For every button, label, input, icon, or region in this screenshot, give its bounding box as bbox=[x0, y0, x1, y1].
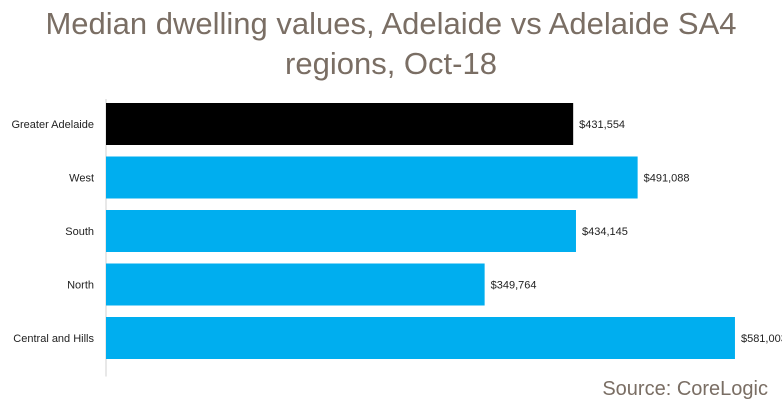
bar-south bbox=[106, 210, 576, 252]
category-label-greater-adelaide: Greater Adelaide bbox=[11, 119, 94, 131]
source-note: Source: CoreLogic bbox=[602, 378, 768, 400]
value-label-greater-adelaide: $431,554 bbox=[579, 119, 625, 131]
category-label-west: West bbox=[69, 173, 94, 185]
bar-group: Greater Adelaide $431,554 West $491,088 Sout… bbox=[11, 103, 782, 359]
value-label-west: $491,088 bbox=[644, 173, 690, 185]
category-label-south: South bbox=[65, 226, 94, 238]
chart-title: Median dwelling values, Adelaide vs Adel… bbox=[0, 4, 782, 84]
bar-central-and-hills bbox=[106, 317, 735, 359]
category-label-north: North bbox=[67, 280, 94, 292]
value-label-south: $434,145 bbox=[582, 226, 628, 238]
chart-title-line-2: regions, Oct-18 bbox=[285, 46, 497, 81]
chart-title-line-1: Median dwelling values, Adelaide vs Adel… bbox=[45, 6, 737, 41]
value-label-central-and-hills: $581,003 bbox=[741, 333, 782, 345]
bar-west bbox=[106, 156, 638, 199]
bar-north bbox=[106, 263, 485, 306]
value-label-north: $349,764 bbox=[491, 280, 537, 292]
category-label-central-and-hills: Central and Hills bbox=[13, 333, 94, 345]
bar-greater-adelaide bbox=[106, 103, 574, 145]
